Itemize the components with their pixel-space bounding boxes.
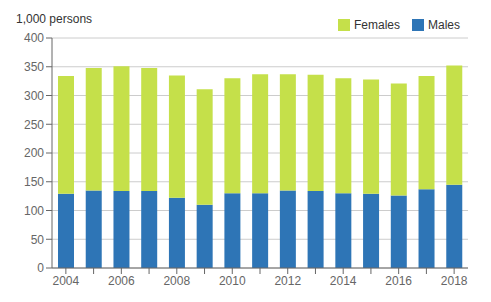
svg-text:350: 350 <box>24 60 44 74</box>
svg-text:2006: 2006 <box>108 274 135 288</box>
svg-text:100: 100 <box>24 204 44 218</box>
svg-text:2012: 2012 <box>274 274 301 288</box>
svg-text:150: 150 <box>24 175 44 189</box>
svg-text:300: 300 <box>24 89 44 103</box>
svg-text:200: 200 <box>24 146 44 160</box>
svg-text:0: 0 <box>37 261 44 275</box>
svg-text:2008: 2008 <box>163 274 190 288</box>
svg-text:2014: 2014 <box>330 274 357 288</box>
svg-text:400: 400 <box>24 31 44 45</box>
svg-text:2010: 2010 <box>219 274 246 288</box>
html-text:Males: Males <box>428 18 460 32</box>
svg-text:2016: 2016 <box>385 274 412 288</box>
html-text:1,000 persons: 1,000 persons <box>16 12 93 26</box>
svg-text:50: 50 <box>31 233 45 247</box>
html-text:Females: Females <box>354 18 400 32</box>
svg-text:2018: 2018 <box>441 274 468 288</box>
svg-text:2004: 2004 <box>53 274 80 288</box>
svg-text:250: 250 <box>24 118 44 132</box>
